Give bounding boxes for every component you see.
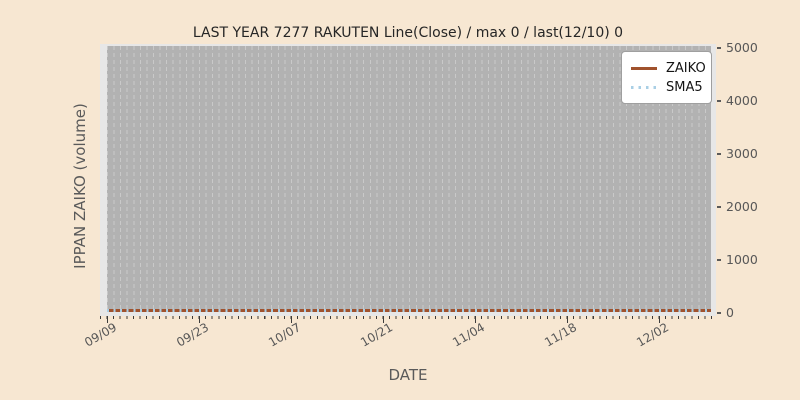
legend-label-sma5: SMA5 <box>666 79 703 95</box>
x-tick-label: 11/18 <box>542 320 580 350</box>
x-major-tick <box>658 316 660 323</box>
y-tick-mark <box>717 312 721 314</box>
x-tick-label: 12/02 <box>634 320 672 350</box>
y-tick-mark <box>717 100 721 102</box>
x-major-tick <box>290 316 293 323</box>
plot-area: ZAIKO SMA5 <box>100 44 716 316</box>
x-major-tick <box>566 316 568 323</box>
y-tick-label: 3000 <box>726 146 758 161</box>
y-tick-label: 0 <box>726 305 734 320</box>
x-major-tick <box>198 316 201 323</box>
legend-label-zaiko: ZAIKO <box>666 60 706 76</box>
x-major-tick <box>382 316 385 323</box>
x-tick-label: 11/04 <box>450 320 488 350</box>
chart-title: LAST YEAR 7277 RAKUTEN Line(Close) / max… <box>192 25 624 41</box>
legend-item-zaiko: ZAIKO <box>631 60 706 76</box>
y-tick-mark <box>717 259 721 261</box>
x-tick-label: 09/23 <box>174 320 212 350</box>
legend-line-sample-sma5 <box>631 85 657 89</box>
legend: ZAIKO SMA5 <box>621 51 712 104</box>
y-axis-label: IPPAN ZAIKO (volume) <box>71 103 89 269</box>
x-major-tick <box>474 316 477 323</box>
y-tick-label: 4000 <box>726 93 758 108</box>
x-tick-label: 10/07 <box>266 320 304 350</box>
x-tick-label: 09/09 <box>82 320 120 350</box>
x-major-tick <box>107 316 109 323</box>
sma5-line <box>107 309 711 312</box>
y-tick-mark <box>717 47 721 49</box>
x-tick-label: 10/21 <box>358 320 396 350</box>
plot-background-grid <box>107 46 711 309</box>
y-tick-label: 5000 <box>726 40 758 55</box>
x-axis-label: DATE <box>388 366 428 384</box>
y-tick-mark <box>717 153 721 155</box>
y-tick-label: 2000 <box>726 199 758 214</box>
legend-item-sma5: SMA5 <box>631 79 703 95</box>
x-minor-ticks <box>100 316 715 319</box>
y-tick-label: 1000 <box>726 252 758 267</box>
y-tick-mark <box>717 206 721 208</box>
legend-line-sample-zaiko <box>631 66 657 70</box>
zaiko-line <box>107 309 711 312</box>
